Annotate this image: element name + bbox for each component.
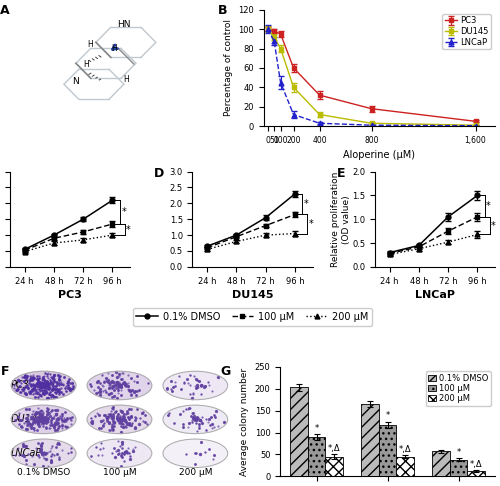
X-axis label: LNCaP: LNCaP: [415, 290, 455, 300]
Legend: PC3, DU145, LNCaP: PC3, DU145, LNCaP: [442, 14, 491, 49]
Circle shape: [87, 405, 152, 434]
X-axis label: DU145: DU145: [232, 290, 273, 300]
Text: H: H: [83, 60, 89, 69]
Circle shape: [87, 439, 152, 468]
Y-axis label: Percentage of control: Percentage of control: [224, 19, 232, 117]
Bar: [326, 456, 343, 476]
Text: F: F: [0, 364, 9, 378]
Y-axis label: Relative proliferation
(OD value): Relative proliferation (OD value): [332, 172, 350, 267]
Text: B: B: [218, 4, 227, 17]
Bar: [468, 471, 485, 476]
Bar: [378, 425, 396, 476]
Bar: [290, 387, 308, 476]
Text: 200 μM: 200 μM: [178, 468, 212, 477]
Circle shape: [87, 405, 152, 434]
Text: *: *: [126, 225, 131, 235]
Text: *: *: [486, 201, 491, 211]
Bar: [396, 456, 414, 476]
Circle shape: [163, 371, 228, 399]
Circle shape: [163, 405, 228, 434]
Legend: 0.1% DMSO, 100 μM, 200 μM: 0.1% DMSO, 100 μM, 200 μM: [132, 308, 372, 326]
Text: *: *: [304, 199, 308, 209]
Legend: 0.1% DMSO, 100 μM, 200 μM: 0.1% DMSO, 100 μM, 200 μM: [426, 371, 491, 405]
Text: 0.1% DMSO: 0.1% DMSO: [17, 468, 70, 477]
Circle shape: [163, 405, 228, 434]
Circle shape: [11, 405, 76, 434]
Text: *: *: [314, 424, 318, 433]
X-axis label: Aloperine (μM): Aloperine (μM): [344, 151, 415, 160]
X-axis label: PC3: PC3: [58, 290, 82, 300]
Text: 100 μM: 100 μM: [102, 468, 136, 477]
Circle shape: [11, 439, 76, 468]
Circle shape: [87, 371, 152, 399]
Text: *: *: [386, 411, 390, 420]
Text: H: H: [123, 75, 128, 84]
Circle shape: [11, 371, 76, 399]
Text: G: G: [220, 364, 230, 378]
Text: *: *: [122, 207, 126, 217]
Circle shape: [11, 371, 76, 399]
Bar: [361, 404, 378, 476]
Text: A: A: [0, 4, 10, 17]
Text: *,Δ: *,Δ: [399, 445, 411, 453]
Circle shape: [87, 371, 152, 399]
Bar: [450, 460, 468, 476]
Text: H: H: [87, 40, 93, 49]
Text: PC3: PC3: [10, 381, 29, 390]
Circle shape: [163, 439, 228, 468]
Text: N: N: [72, 77, 80, 87]
Text: *: *: [491, 221, 496, 231]
Text: *,Δ: *,Δ: [328, 444, 340, 453]
Text: LNCaP: LNCaP: [10, 448, 42, 458]
Text: D: D: [154, 167, 164, 180]
Circle shape: [87, 439, 152, 468]
Text: H: H: [111, 44, 117, 52]
Text: *: *: [456, 448, 460, 457]
Y-axis label: Average colony number: Average colony number: [240, 367, 249, 476]
Bar: [308, 437, 326, 476]
Text: E: E: [336, 167, 345, 180]
Bar: [432, 451, 450, 476]
Circle shape: [11, 405, 76, 434]
Circle shape: [11, 439, 76, 468]
Circle shape: [163, 371, 228, 399]
Text: HN: HN: [117, 20, 130, 29]
Text: *: *: [308, 219, 314, 229]
Text: *,Δ: *,Δ: [470, 460, 482, 469]
Circle shape: [163, 439, 228, 468]
Text: DU145: DU145: [10, 415, 44, 424]
